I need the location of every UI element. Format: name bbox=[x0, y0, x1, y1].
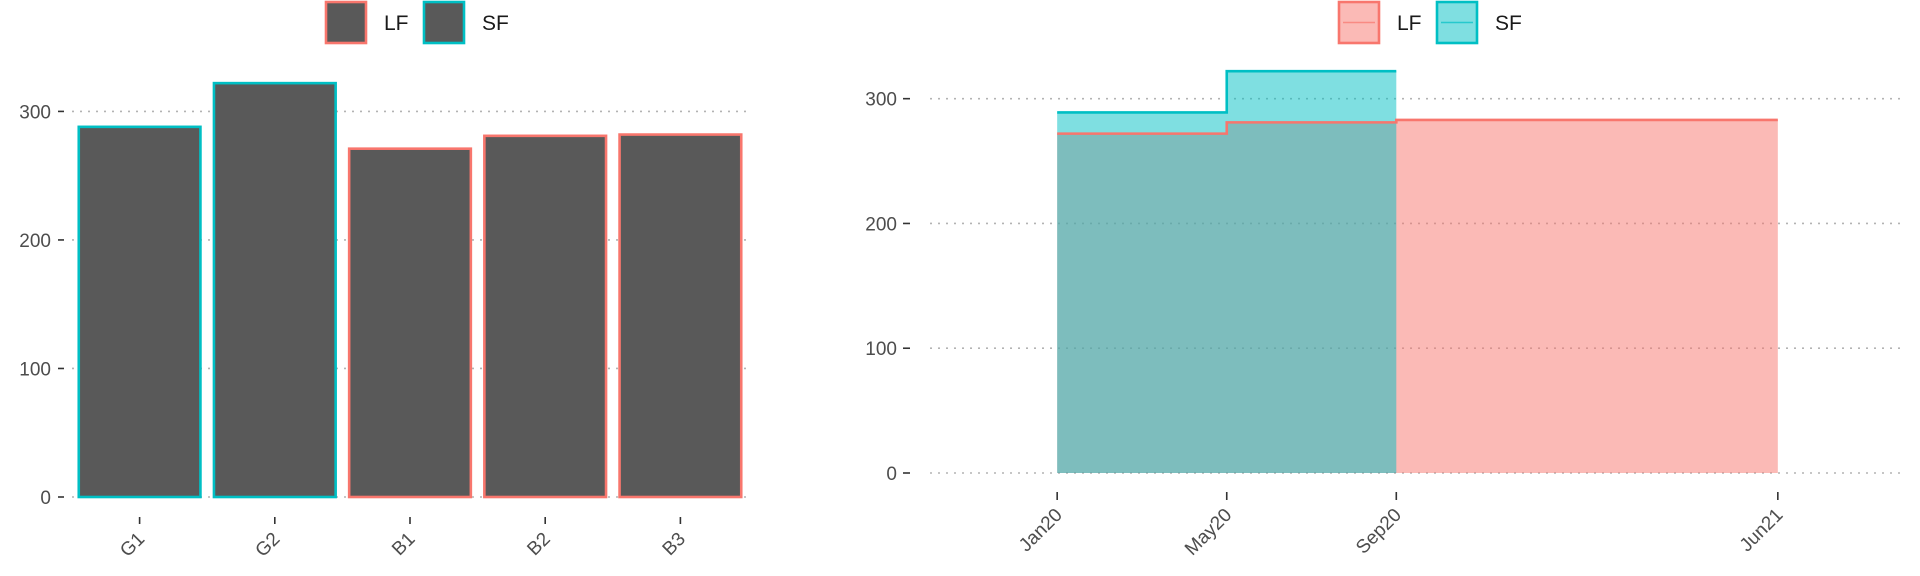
bar-series bbox=[77, 81, 743, 499]
bar-B3 bbox=[618, 133, 743, 499]
area-legend: LF SF bbox=[1337, 0, 1522, 45]
bar-legend-label-SF: SF bbox=[482, 12, 509, 35]
area-ytick-label-0: 0 bbox=[886, 464, 897, 485]
bar-ytick-label-0: 0 bbox=[40, 488, 51, 509]
area-ytick-label-100: 100 bbox=[865, 339, 897, 360]
area-xtick-label-Jun21: Jun21 bbox=[1736, 505, 1787, 556]
area-line-SF bbox=[1057, 69, 1397, 114]
area-y-axis: 0 100 200 300 bbox=[865, 90, 910, 485]
bar-xtick-label-B1: B1 bbox=[388, 529, 419, 560]
bar-ytick-label-200: 200 bbox=[19, 231, 51, 252]
bar-y-axis: 0 100 200 300 bbox=[19, 102, 64, 509]
bar-legend-key-SF bbox=[422, 0, 466, 45]
bar-legend-key-LF bbox=[324, 0, 368, 45]
area-ytick-label-300: 300 bbox=[865, 90, 897, 111]
area-legend-label-SF: SF bbox=[1495, 12, 1522, 35]
area-line-LF bbox=[1057, 118, 1778, 135]
bar-xtick-label-G2: G2 bbox=[252, 529, 285, 562]
area-x-axis: Jan20 May20 Sep20 Jun21 bbox=[1015, 492, 1787, 560]
area-chart: LF SF 0 100 200 300 Jan20 May20 Sep20 Jun21 bbox=[865, 0, 1905, 560]
area-xtick-label-Jan20: Jan20 bbox=[1015, 505, 1066, 556]
area-legend-label-LF: LF bbox=[1397, 12, 1422, 35]
area-xtick-label-Sep20: Sep20 bbox=[1352, 505, 1406, 559]
bar-ytick-label-300: 300 bbox=[19, 102, 51, 123]
bar-xtick-label-G1: G1 bbox=[116, 529, 149, 562]
area-xtick-label-May20: May20 bbox=[1181, 505, 1236, 560]
bar-ytick-label-100: 100 bbox=[19, 359, 51, 380]
bar-x-axis: G1 G2 B1 B2 B3 bbox=[116, 517, 690, 561]
bar-xtick-label-B3: B3 bbox=[659, 529, 690, 560]
bar-legend-label-LF: LF bbox=[384, 12, 409, 35]
bar-xtick-label-B2: B2 bbox=[523, 529, 554, 560]
bar-B2 bbox=[483, 134, 608, 499]
area-ytick-label-200: 200 bbox=[865, 214, 897, 235]
bar-chart: LF SF 0 100 200 300 G1 G2 B1 B2 B3 bbox=[19, 0, 748, 561]
area-series bbox=[1057, 69, 1778, 473]
bar-G2 bbox=[212, 81, 337, 499]
area-fill-SF bbox=[1057, 71, 1397, 473]
bar-B1 bbox=[347, 147, 473, 499]
bar-G1 bbox=[77, 125, 202, 499]
bar-legend: LF SF bbox=[324, 0, 509, 45]
